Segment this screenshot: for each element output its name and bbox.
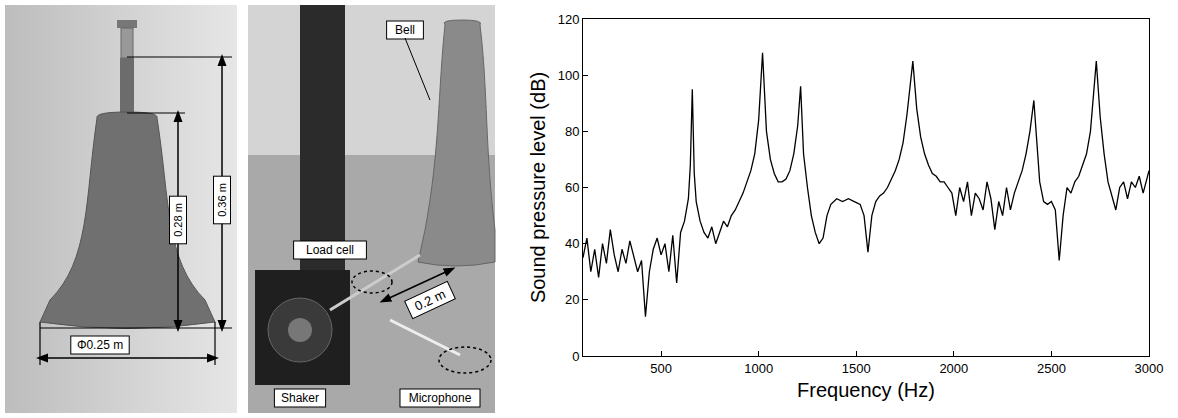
- svg-text:60: 60: [565, 180, 579, 195]
- svg-text:0.2 m: 0.2 m: [412, 286, 448, 313]
- svg-text:500: 500: [650, 361, 672, 376]
- svg-text:2000: 2000: [939, 361, 968, 376]
- svg-text:0.28 m: 0.28 m: [172, 203, 184, 237]
- svg-text:120: 120: [558, 12, 580, 27]
- svg-text:0: 0: [572, 349, 579, 364]
- svg-text:Sound pressure level (dB): Sound pressure level (dB): [527, 72, 549, 303]
- svg-text:Φ0.25 m: Φ0.25 m: [77, 338, 123, 352]
- svg-text:2500: 2500: [1037, 361, 1066, 376]
- svg-text:80: 80: [565, 124, 579, 139]
- svg-text:40: 40: [565, 236, 579, 251]
- svg-text:Microphone: Microphone: [409, 391, 472, 405]
- svg-text:0.36 m: 0.36 m: [216, 183, 228, 217]
- svg-text:Frequency (Hz): Frequency (Hz): [797, 379, 935, 401]
- svg-text:1000: 1000: [744, 361, 773, 376]
- svg-text:20: 20: [565, 292, 579, 307]
- svg-text:3000: 3000: [1135, 361, 1164, 376]
- svg-text:Load cell: Load cell: [306, 243, 354, 257]
- svg-text:1500: 1500: [842, 361, 871, 376]
- svg-text:Bell: Bell: [395, 23, 415, 37]
- svg-text:Shaker: Shaker: [281, 391, 319, 405]
- svg-text:100: 100: [558, 68, 580, 83]
